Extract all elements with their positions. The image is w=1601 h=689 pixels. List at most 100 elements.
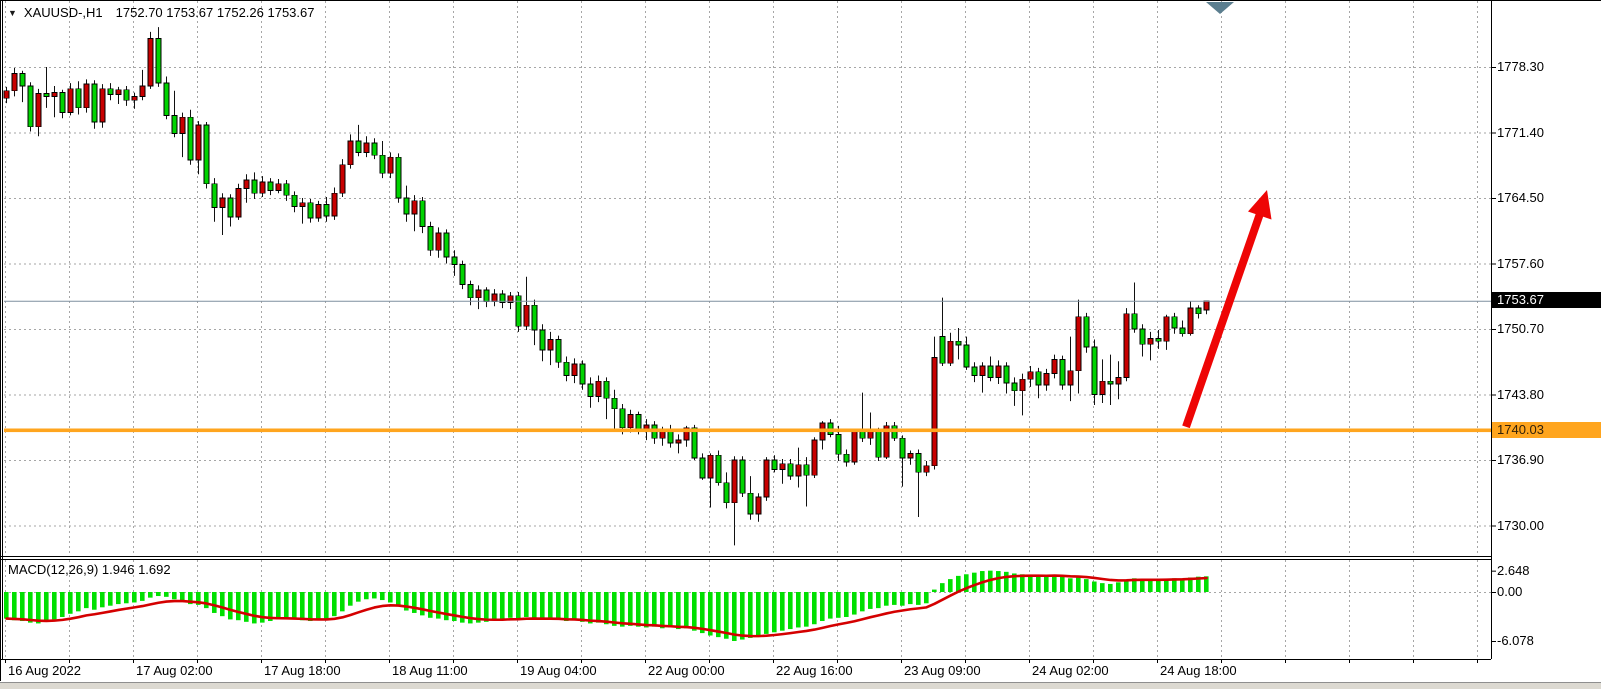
candle-bull (11, 73, 18, 92)
macd-bar (1068, 578, 1073, 592)
macd-signal-line[interactable] (5, 574, 1208, 638)
macd-bar (132, 592, 137, 603)
candle-bear (531, 304, 538, 331)
ohlc-values: 1752.70 1753.67 1752.26 1753.67 (115, 5, 315, 20)
support-line-annotation[interactable] (4, 428, 1491, 433)
macd-bar (964, 574, 969, 592)
candle-bear (227, 197, 234, 218)
macd-bar (924, 592, 929, 604)
symbol-timeframe-label: XAUUSD-,H1 (23, 5, 103, 20)
macd-bar (1164, 579, 1169, 592)
macd-bar (668, 592, 673, 628)
candle-bear (963, 344, 970, 368)
candle-bull (779, 463, 786, 470)
candle-bear (291, 194, 298, 207)
time-axis-label: 24 Aug 02:00 (1032, 663, 1109, 678)
candle-bear (699, 457, 706, 479)
macd-bar (636, 592, 641, 627)
candle-bear (155, 38, 162, 84)
chart-title: ▼ XAUUSD-,H1 1752.70 1753.67 1752.26 175… (8, 5, 314, 20)
macd-bar (428, 592, 433, 618)
macd-bar (524, 592, 529, 617)
macd-bar (284, 592, 289, 619)
macd-axis-label: 0.00 (1497, 584, 1523, 599)
candle-bull (763, 459, 770, 498)
candle-bear (163, 82, 170, 116)
macd-bar (172, 592, 177, 600)
macd-bar (108, 592, 113, 606)
candle-bear (355, 140, 362, 153)
macd-bar (540, 592, 545, 620)
macd-bar (28, 592, 33, 623)
candle-bull (179, 116, 186, 134)
time-axis-label: 19 Aug 04:00 (520, 663, 597, 678)
candle-bear (939, 336, 946, 364)
macd-histogram[interactable] (4, 570, 1209, 641)
macd-bar (692, 592, 697, 631)
candle-bear (251, 179, 258, 194)
macd-bar (244, 592, 249, 622)
time-axis-label: 17 Aug 02:00 (136, 663, 213, 678)
chart-shift-marker-icon[interactable] (1206, 2, 1234, 14)
candle-bear (899, 437, 906, 459)
macd-bar (1124, 579, 1129, 592)
macd-bar (892, 592, 897, 605)
candle-bear (1155, 338, 1162, 342)
candle-bull (731, 459, 738, 504)
macd-bar (932, 589, 937, 592)
candle-bull (659, 431, 666, 439)
support-price-badge: 1740.03 (1492, 422, 1601, 438)
candle-bull (363, 142, 370, 153)
candle-bear (691, 427, 698, 459)
macd-bar (1172, 578, 1177, 592)
macd-bar (1140, 579, 1145, 592)
last-price-badge: 1753.67 (1492, 292, 1601, 308)
macd-bar (612, 592, 617, 626)
macd-bar (484, 592, 489, 622)
macd-bar (124, 592, 129, 604)
price-axis-label: 1757.60 (1497, 255, 1544, 271)
candle-bull (979, 365, 986, 376)
candle-bear (419, 200, 426, 227)
macd-bar (340, 592, 345, 612)
candlestick-series[interactable] (3, 27, 1210, 546)
candle-bull (275, 183, 282, 191)
candle-bear (443, 232, 450, 258)
macd-axis-label: 2.648 (1497, 562, 1530, 578)
macd-bar (548, 592, 553, 619)
macd-bar (20, 592, 25, 622)
candle-bear (211, 183, 218, 208)
candle-bull (811, 439, 818, 476)
macd-bar (900, 592, 905, 606)
macd-bar (396, 592, 401, 607)
candle-bull (755, 496, 762, 515)
trend-arrow[interactable] (1182, 190, 1272, 429)
macd-bar (1028, 575, 1033, 592)
macd-bar (1108, 583, 1113, 592)
macd-bar (1052, 575, 1057, 592)
candle-bear (515, 295, 522, 327)
macd-bar (572, 592, 577, 621)
candle-bull (131, 96, 138, 101)
candle-bull (995, 365, 1002, 378)
candle-bear (427, 226, 434, 251)
candle-bear (307, 202, 314, 219)
macd-bar (780, 592, 785, 631)
symbol-dropdown-icon[interactable]: ▼ (8, 7, 17, 18)
candle-bull (387, 156, 394, 174)
macd-bar (1060, 576, 1065, 592)
macd-bar (764, 592, 769, 634)
candle-bear (971, 366, 978, 376)
candle-bear (59, 92, 66, 113)
candle-bear (667, 431, 674, 444)
candle-bull (1051, 358, 1058, 375)
candle-bear (843, 453, 850, 463)
candle-bear (75, 88, 82, 109)
candle-bear (267, 181, 274, 191)
macd-bar (684, 592, 689, 629)
candle-bear (371, 142, 378, 156)
macd-bar (724, 592, 729, 639)
candle-bull (1099, 380, 1106, 395)
